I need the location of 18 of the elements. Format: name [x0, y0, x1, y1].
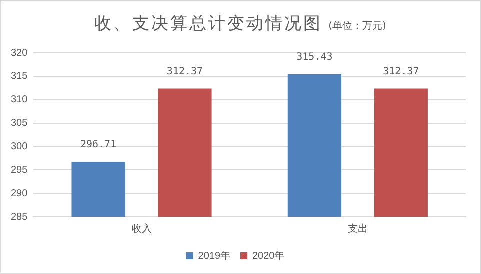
y-tick-label: 285	[10, 212, 28, 223]
y-tick-label: 320	[10, 48, 28, 59]
x-tick-label: 支出	[348, 222, 368, 235]
y-tick-label: 305	[10, 118, 28, 130]
chart-subtitle: (单位：万元)	[328, 20, 386, 34]
data-label: 315.43	[296, 52, 333, 64]
y-tick-label: 310	[10, 94, 28, 106]
legend-label: 2019年	[198, 250, 231, 262]
chart-title: 收、支决算总计变动情况图	[94, 13, 323, 35]
y-tick-label: 295	[10, 164, 28, 176]
y-tick-label: 315	[10, 71, 28, 82]
x-tick-label: 收入	[132, 222, 152, 235]
data-label: 296.71	[80, 140, 117, 151]
legend-label: 2020年	[252, 250, 285, 262]
data-label: 312.37	[166, 66, 204, 78]
data-label: 312.37	[383, 66, 420, 78]
y-tick-label: 300	[10, 141, 28, 152]
y-tick-label: 290	[10, 188, 28, 200]
